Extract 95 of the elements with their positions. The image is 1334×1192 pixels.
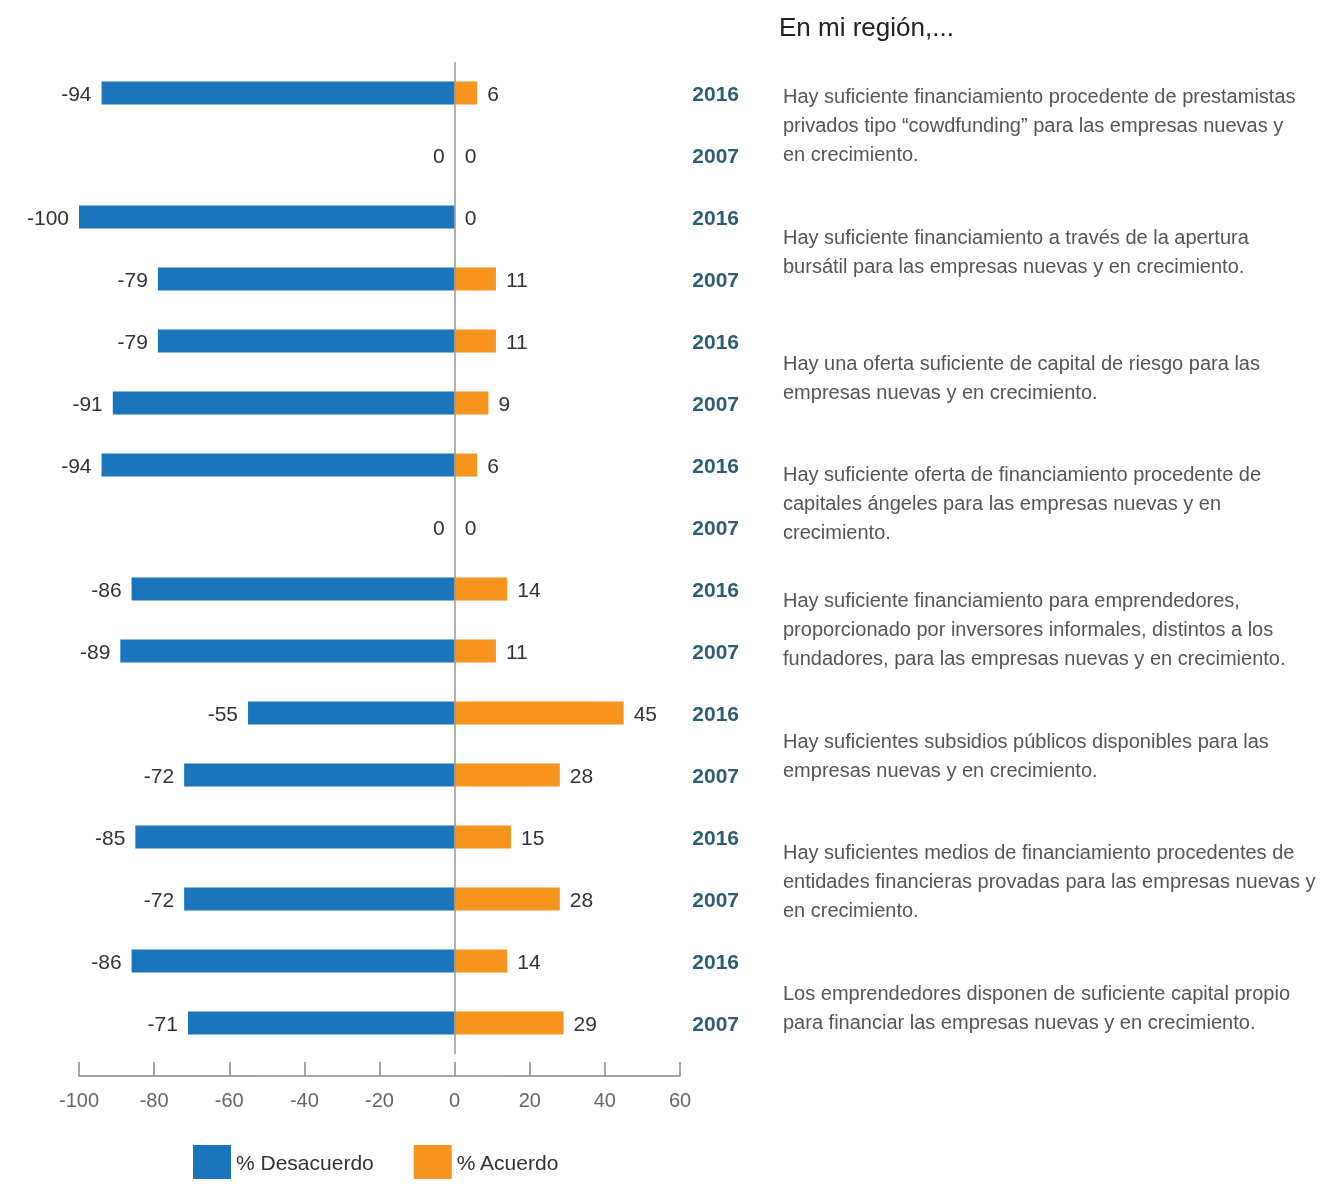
- y-tick-label: 2007: [692, 1011, 739, 1035]
- data-label: 28: [569, 887, 594, 911]
- text: Los emprendedores disponen de suficiente capital propio para financiar las empresas nuevas y en crecimiento.: [783, 981, 1296, 1033]
- x-tick-label: -60: [214, 1089, 244, 1111]
- y-tick-label: 2016: [692, 577, 739, 601]
- x-tick-label: 40: [593, 1089, 616, 1111]
- data-label: 28: [569, 763, 594, 787]
- x-tick-label: 20: [518, 1089, 541, 1111]
- data-label: 9: [498, 391, 511, 415]
- x-tick-label: -100: [58, 1089, 100, 1111]
- data-label: -89: [79, 639, 111, 663]
- bar: [454, 825, 511, 849]
- data-label: -72: [143, 763, 175, 787]
- bar: [131, 949, 455, 973]
- y-tick-label: 2007: [692, 143, 739, 167]
- x-tick-label: -80: [139, 1089, 169, 1111]
- bar: [112, 391, 455, 415]
- y-tick-label: 2007: [692, 639, 739, 663]
- bar: [131, 577, 455, 601]
- data-label: -94: [61, 81, 92, 105]
- data-label: 11: [505, 267, 528, 291]
- bar: [454, 763, 560, 787]
- data-label: -91: [72, 391, 103, 415]
- text: Hay suficientes subsidios públicos disponibles para las empresas nuevas y en crecimiento.: [783, 729, 1275, 781]
- bar: [79, 205, 455, 229]
- y-tick-label: 2016: [692, 825, 739, 849]
- bar: [454, 391, 489, 415]
- data-label: -79: [117, 267, 148, 291]
- y-tick-label: 2007: [692, 515, 739, 539]
- data-label: 11: [505, 329, 528, 353]
- data-label: -86: [91, 949, 122, 973]
- data-label: 45: [633, 701, 658, 725]
- text: Hay suficientes medios de financiamiento procedentes de entidades financieras provadas para las empresas nuevas y en crecimiento.: [783, 841, 1322, 921]
- data-label: -100: [26, 205, 69, 229]
- bar: [157, 329, 455, 353]
- y-tick-label: 2007: [692, 267, 739, 291]
- text: Hay una oferta suficiente de capital de riesgo para las empresas nuevas y en crecimiento.: [783, 351, 1266, 403]
- bar: [454, 329, 496, 353]
- data-label: -85: [94, 825, 126, 849]
- data-label: -94: [61, 453, 92, 477]
- x-tick-label: -40: [289, 1089, 319, 1111]
- bar: [454, 577, 508, 601]
- x-tick-label: -20: [365, 1089, 394, 1111]
- y-tick-label: 2007: [692, 763, 739, 787]
- bar: [101, 453, 455, 477]
- bar: [454, 81, 478, 105]
- text: Hay suficiente financiamiento para emprendedores, proporcionado por inversores informales, distintos a los fundadores, para las empresas nuevas y en crecimiento.: [783, 589, 1286, 669]
- y-tick-label: 2007: [692, 391, 739, 415]
- text: Hay suficiente oferta de financiamiento procedente de capitales ángeles para las empresas nuevas y en crecimiento.: [783, 463, 1267, 543]
- data-label: -55: [207, 701, 239, 725]
- y-tick-label: 2016: [692, 205, 739, 229]
- data-label: -72: [143, 887, 175, 911]
- data-label: 14: [517, 949, 541, 973]
- y-tick-label: 2016: [692, 453, 739, 477]
- x-tick-label: 60: [668, 1089, 692, 1111]
- data-label: -71: [147, 1011, 178, 1035]
- data-label: 6: [487, 81, 499, 105]
- legend-label: % Acuerdo: [456, 1150, 559, 1174]
- text: En mi región,...: [779, 12, 954, 42]
- data-label: 14: [517, 577, 541, 601]
- data-label: 0: [464, 515, 477, 539]
- data-label: 0: [464, 205, 477, 229]
- bar: [454, 949, 508, 973]
- data-label: -79: [117, 329, 148, 353]
- data-label: 15: [520, 825, 545, 849]
- data-label: 11: [505, 639, 528, 663]
- data-label: 0: [432, 515, 445, 539]
- bar: [135, 825, 455, 849]
- y-tick-label: 2007: [692, 887, 739, 911]
- bar: [454, 453, 478, 477]
- data-label: 0: [432, 143, 445, 167]
- bar: [157, 267, 455, 291]
- bar: [184, 887, 455, 911]
- bar: [101, 81, 455, 105]
- text: Hay suficiente financiamiento a través de la apertura bursátil para las empresas nuevas y en crecimiento.: [783, 225, 1255, 277]
- y-tick-label: 2016: [692, 81, 739, 105]
- bar: [454, 639, 496, 663]
- data-label: -86: [91, 577, 122, 601]
- bar: [454, 701, 624, 725]
- legend-label: % Desacuerdo: [236, 1150, 374, 1174]
- bar: [184, 763, 455, 787]
- bar: [187, 1011, 455, 1035]
- y-tick-label: 2016: [692, 701, 739, 725]
- bar: [454, 887, 560, 911]
- bar: [454, 1011, 564, 1035]
- y-tick-label: 2016: [692, 329, 739, 353]
- text: Hay suficiente financiamiento procedente de prestamistas privados tipo “cowdfunding” para las empresas nuevas y en crecimiento.: [783, 85, 1302, 165]
- bar: [454, 267, 496, 291]
- x-tick-label: 0: [449, 1089, 461, 1111]
- bar: [120, 639, 455, 663]
- y-tick-label: 2016: [692, 949, 739, 973]
- data-label: 29: [573, 1011, 597, 1035]
- data-label: 6: [487, 453, 499, 477]
- data-label: 0: [464, 143, 477, 167]
- bar: [248, 701, 455, 725]
